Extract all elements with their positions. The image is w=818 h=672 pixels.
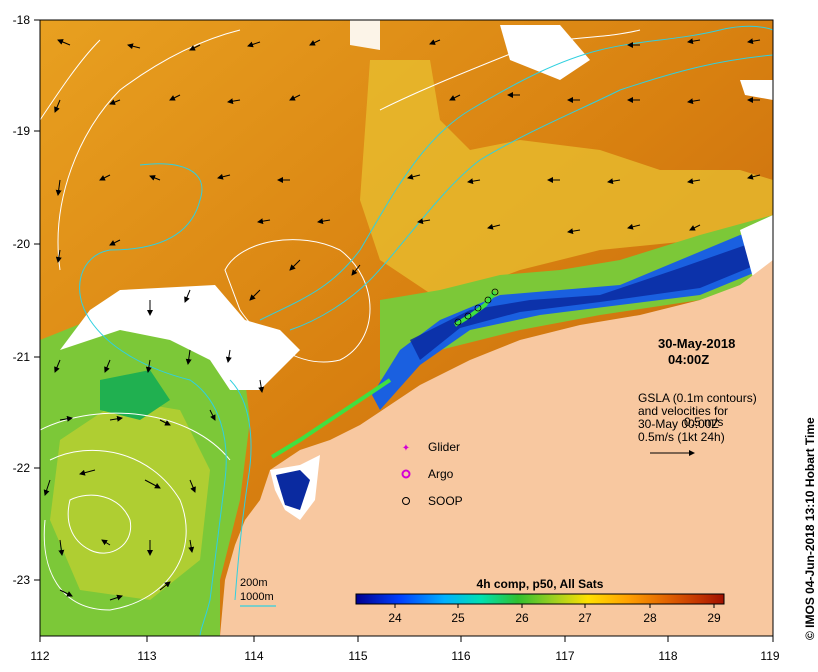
y-tick-label: -20: [13, 237, 31, 251]
date-label: 30-May-2018: [658, 336, 735, 351]
colorbar-tick-label: 24: [388, 611, 402, 625]
legend-label: Glider: [428, 440, 460, 454]
gsla-line: 30-May 00:00Z: [638, 417, 719, 431]
soop-point: [464, 312, 472, 320]
cloud-gap-north: [500, 25, 590, 80]
soop-point: [484, 296, 492, 304]
velocity-arrows: [43, 38, 761, 601]
colorbar-tick-label: 29: [707, 611, 721, 625]
colorbar-tick-label: 28: [643, 611, 657, 625]
x-tick-label: 119: [760, 649, 779, 663]
cloud-gap-ne: [740, 80, 773, 100]
soop-point: [454, 318, 462, 326]
land-australia: [220, 260, 773, 636]
isobath-legend-1000m: 1000m: [240, 591, 274, 603]
glider-track-south: [270, 378, 392, 459]
isobath-legend-200m: 200m: [240, 577, 268, 589]
legend-label: SOOP: [428, 494, 463, 508]
x-tick-label: 112: [30, 649, 49, 663]
soop-marker-icon: [402, 497, 410, 505]
x-tick-label: 116: [451, 649, 470, 663]
isobaths: [79, 25, 773, 636]
map-layers: [40, 20, 773, 636]
isobath-1000m: [79, 163, 227, 636]
gsla-contours: [40, 29, 641, 611]
map-frame: [39, 19, 774, 637]
isobath-1000m-north: [259, 25, 773, 321]
colorbar-tick-label: 26: [515, 611, 529, 625]
isobath-200m-north: [289, 54, 773, 331]
sst-cape-cold: [276, 470, 310, 510]
gsla-line: and velocities for: [638, 404, 728, 418]
y-tick-label: -18: [13, 13, 31, 27]
imos-credit: © IMOS 04-Jun-2018 13:10 Hobart Time: [803, 417, 817, 640]
colorbar-tick-label: 25: [451, 611, 465, 625]
soop-point: [474, 304, 482, 312]
argo-marker-icon: [401, 469, 411, 479]
colorbar-ticks: [394, 604, 715, 608]
x-tick-label: 115: [348, 649, 367, 663]
glider-track-north: [453, 290, 497, 327]
colorbar: [355, 593, 725, 605]
sst-cold-core: [410, 240, 773, 360]
axis-ticks: [34, 19, 774, 642]
legend-label: Argo: [428, 467, 454, 481]
gsla-line: 0.5m/s (1kt 24h): [638, 430, 725, 444]
x-tick-label: 117: [555, 649, 574, 663]
glider-marker-icon: ✦: [402, 443, 410, 454]
y-tick-label: -19: [13, 124, 31, 138]
sst-yellow-band: [360, 60, 773, 300]
x-tick-label: 113: [137, 649, 156, 663]
colorbar-title: 4h comp, p50, All Sats: [477, 577, 604, 591]
sst-west-patch: [100, 370, 170, 420]
cloud-gap-top: [350, 20, 380, 50]
soop-point: [491, 288, 499, 296]
y-tick-label: -23: [13, 573, 31, 587]
x-tick-label: 114: [244, 649, 263, 663]
cloud-gap-west: [60, 285, 300, 390]
x-tick-label: 118: [658, 649, 677, 663]
y-tick-label: -22: [13, 461, 31, 475]
colorbar-tick-label: 27: [578, 611, 592, 625]
y-tick-label: -21: [13, 350, 31, 364]
glider-track: [270, 288, 499, 459]
gsla-line: GSLA (0.1m contours): [638, 391, 757, 405]
scale-arrow-label: 0.5 m/s: [684, 415, 723, 429]
isobath-200m-west: [229, 379, 252, 601]
time-label: 04:00Z: [668, 352, 709, 367]
